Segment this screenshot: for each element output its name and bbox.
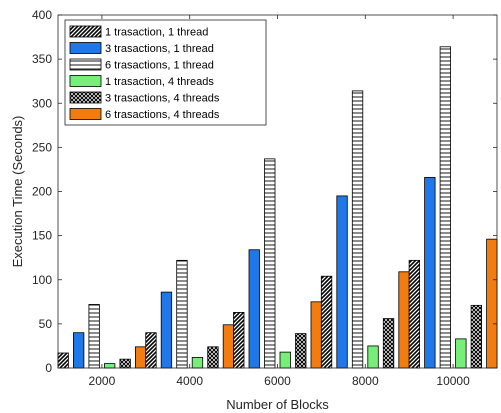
bar-5-8000 bbox=[382, 318, 395, 369]
bar-1-6000 bbox=[233, 311, 245, 369]
legend-label: 3 trasactions, 4 threads bbox=[105, 93, 220, 105]
y-tick-label: 400 bbox=[32, 8, 52, 22]
bar-6-4000 bbox=[222, 324, 235, 369]
x-tick-label: 10000 bbox=[436, 374, 470, 388]
bar-2-2000 bbox=[73, 332, 85, 369]
bar-1-10000 bbox=[408, 259, 421, 369]
x-tick-label: 2000 bbox=[89, 374, 116, 388]
bar-1-8000 bbox=[320, 275, 333, 369]
bar-2-8000 bbox=[336, 195, 348, 369]
legend-label: 6 trasactions, 1 thread bbox=[105, 60, 214, 72]
y-tick-label: 200 bbox=[32, 185, 52, 199]
y-tick-label: 250 bbox=[32, 140, 52, 154]
bar-3-6000 bbox=[264, 158, 276, 369]
legend-label: 1 trasaction, 4 threads bbox=[105, 76, 214, 88]
bar-4-4000 bbox=[191, 357, 204, 369]
y-tick-label: 300 bbox=[32, 96, 52, 110]
legend-swatch bbox=[69, 108, 102, 120]
bar-2-4000 bbox=[160, 291, 173, 369]
legend-label: 1 trasaction, 1 thread bbox=[105, 27, 208, 39]
bar-1-2000 bbox=[57, 352, 69, 369]
x-tick-label: 6000 bbox=[264, 374, 291, 388]
bar-6-6000 bbox=[310, 301, 322, 369]
bar-4-2000 bbox=[104, 363, 116, 369]
legend-swatch bbox=[69, 91, 102, 104]
bar-2-10000 bbox=[424, 176, 436, 369]
bar-6-10000 bbox=[486, 238, 498, 369]
bar-1-4000 bbox=[145, 332, 157, 369]
bar-4-10000 bbox=[455, 338, 467, 369]
bar-4-8000 bbox=[367, 345, 379, 369]
y-tick-label: 50 bbox=[39, 317, 53, 331]
bar-5-2000 bbox=[119, 358, 131, 369]
bar-3-2000 bbox=[88, 304, 100, 369]
bar-4-6000 bbox=[279, 351, 291, 369]
y-tick-label: 100 bbox=[32, 273, 52, 287]
legend-swatch bbox=[69, 75, 102, 87]
x-tick-label: 4000 bbox=[176, 374, 203, 388]
x-axis-label: Number of Blocks bbox=[226, 397, 329, 412]
bar-6-2000 bbox=[134, 346, 147, 369]
bar-5-4000 bbox=[207, 346, 219, 369]
axes: 0 50 100 150 200 250 300 350 400 2000 4000 6000 8000… bbox=[32, 8, 498, 388]
y-tick-label: 350 bbox=[32, 52, 52, 66]
legend-swatch bbox=[69, 58, 102, 71]
bar-3-8000 bbox=[351, 90, 364, 369]
legend-swatch bbox=[69, 42, 102, 54]
legend-label: 3 trasactions, 1 thread bbox=[105, 43, 214, 55]
bar-6-8000 bbox=[398, 271, 410, 369]
bar-3-10000 bbox=[439, 46, 452, 369]
x-tick-label: 8000 bbox=[352, 374, 379, 388]
y-tick-label: 150 bbox=[32, 229, 52, 243]
y-tick-label: 0 bbox=[45, 361, 52, 375]
bar-5-10000 bbox=[470, 304, 483, 369]
bar-5-6000 bbox=[295, 333, 307, 369]
bar-2-6000 bbox=[248, 249, 260, 369]
bar-3-4000 bbox=[176, 259, 188, 369]
legend-box bbox=[64, 19, 267, 126]
legend-label: 6 trasactions, 4 threads bbox=[105, 109, 220, 121]
y-axis-label: Execution Time (Seconds) bbox=[10, 116, 25, 268]
legend-swatch bbox=[69, 25, 102, 38]
legend: 1 trasaction, 1 thread 3 trasactions, 1 t… bbox=[64, 19, 267, 126]
